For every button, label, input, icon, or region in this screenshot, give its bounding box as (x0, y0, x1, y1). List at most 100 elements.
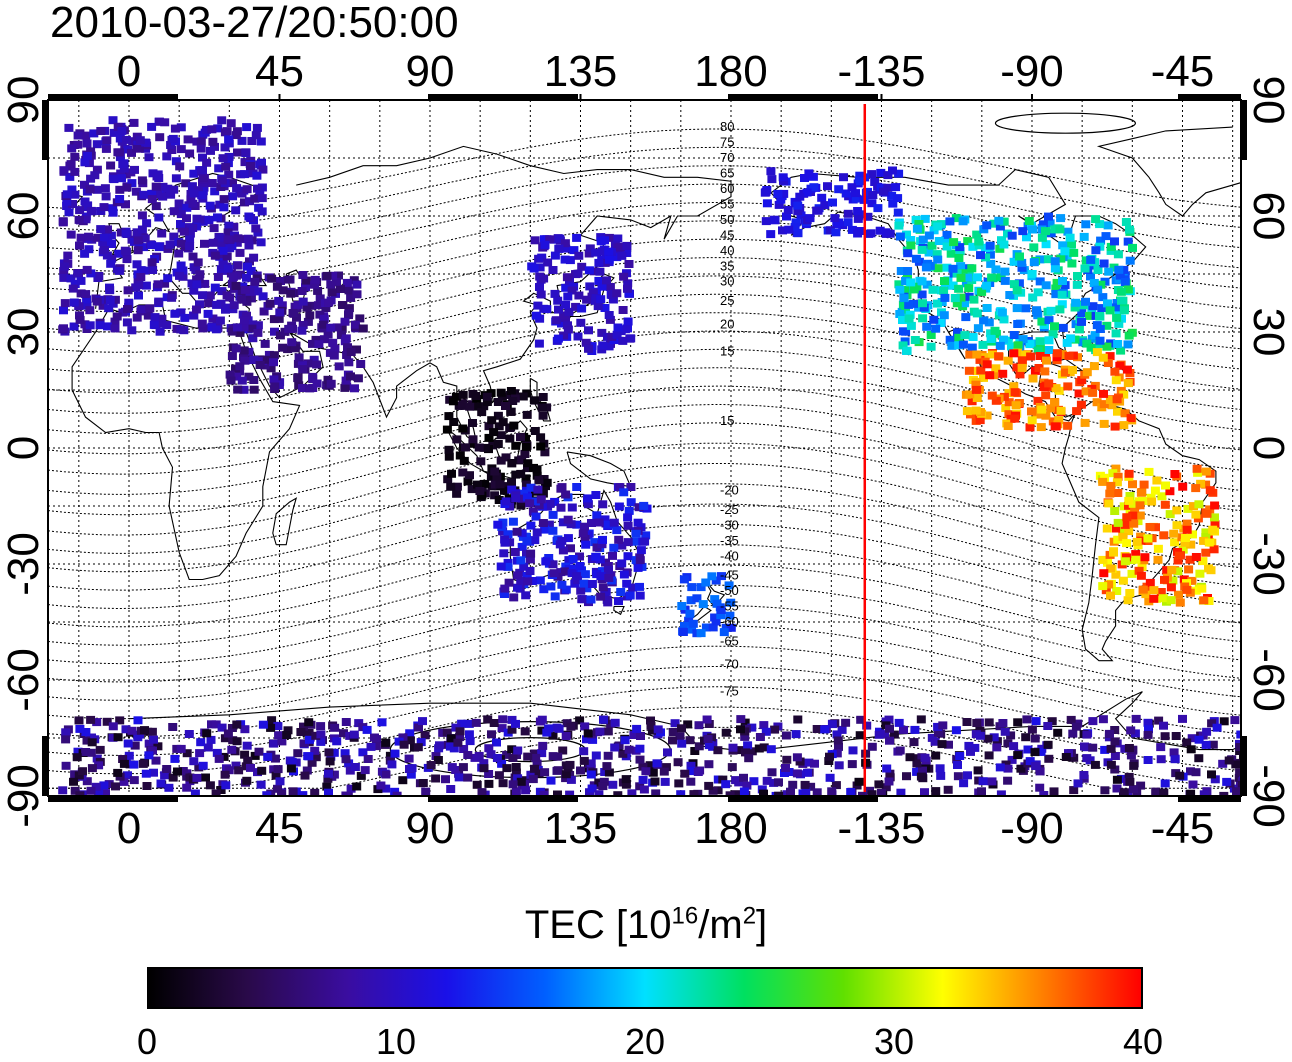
tec-cell (1201, 740, 1211, 749)
tec-cell (1132, 537, 1142, 546)
tec-cell (711, 576, 721, 585)
tec-cell (701, 623, 711, 632)
tec-cell (96, 225, 106, 234)
tec-cell (593, 302, 603, 311)
tec-cell (1046, 404, 1056, 413)
tec-cell (1000, 267, 1010, 276)
tec-cell (1111, 329, 1121, 338)
tec-cell (516, 556, 526, 565)
contour-label: -60 (720, 614, 739, 629)
tec-cell (725, 611, 735, 620)
tec-cell (1012, 286, 1022, 295)
tec-cell (1144, 467, 1154, 476)
tec-cell (158, 192, 168, 201)
tec-cell (169, 185, 179, 194)
tec-cell (1098, 715, 1108, 724)
tec-cell (537, 715, 547, 724)
tec-cell (1110, 422, 1120, 431)
tec-cell (187, 182, 197, 191)
tec-cell (70, 280, 80, 288)
tec-cell (759, 721, 769, 730)
tec-cell (406, 770, 416, 779)
tec-cell (1057, 290, 1067, 299)
tec-cell (679, 575, 689, 584)
tec-cell (1071, 298, 1081, 307)
tec-cell (442, 728, 452, 737)
tec-cell (438, 728, 448, 737)
tec-cell (928, 285, 938, 294)
tec-cell (1113, 340, 1123, 348)
tec-cell (749, 777, 759, 786)
tec-cell (964, 292, 974, 301)
tec-cell (545, 499, 555, 508)
tec-cell (573, 269, 583, 278)
tec-cell (687, 583, 697, 592)
tec-cell (197, 191, 207, 200)
tec-cell (618, 336, 628, 345)
tec-cell (463, 477, 473, 486)
tec-cell (1143, 756, 1153, 764)
tec-cell (235, 328, 245, 337)
tec-cell (117, 174, 126, 183)
tec-cell (788, 780, 798, 789)
tec-cell (1208, 525, 1218, 534)
tec-cell (62, 197, 72, 206)
tec-cell (1009, 349, 1019, 358)
tec-cell (185, 235, 195, 243)
tec-cell (1040, 367, 1050, 376)
tec-cell (1111, 464, 1121, 473)
tec-cell (1191, 553, 1201, 561)
tec-cell (341, 718, 351, 726)
tec-cell (1207, 719, 1217, 728)
tec-cell (582, 735, 591, 744)
tec-cell (264, 350, 274, 359)
tec-cell (689, 790, 699, 796)
tec-cell (1156, 588, 1166, 596)
contour-label: -25 (720, 502, 739, 517)
tec-cell (591, 294, 601, 303)
tec-cell (267, 716, 277, 725)
tec-cell (554, 724, 564, 733)
tec-cell (1044, 336, 1054, 345)
tec-cell (153, 742, 163, 751)
tec-cell (1098, 293, 1108, 302)
tec-cell (1037, 405, 1047, 414)
tec-cell (598, 341, 608, 350)
tec-cell (761, 217, 771, 226)
tec-cell (598, 583, 608, 592)
tec-cell (1119, 788, 1129, 796)
tec-cell (149, 320, 159, 329)
tec-cell (741, 748, 750, 757)
tec-cell (626, 334, 636, 343)
tec-cell (530, 497, 540, 506)
tec-cell (635, 782, 645, 791)
tec-cell (677, 739, 687, 748)
tec-cell (939, 286, 949, 295)
tec-cell (595, 727, 605, 736)
tec-cell (1033, 346, 1043, 355)
tec-cell (535, 576, 545, 585)
tec-cell (242, 776, 252, 785)
tec-cell (544, 724, 554, 733)
tec-cell (980, 243, 990, 252)
tec-cell (1107, 401, 1117, 410)
tec-cell (144, 751, 154, 760)
tec-cell (269, 315, 279, 324)
tec-cell (926, 342, 936, 351)
tec-cell (598, 567, 607, 576)
lon-label-bottom: 135 (544, 804, 617, 853)
tec-cell (598, 782, 608, 791)
tec-cell (1235, 768, 1241, 777)
tec-cell (511, 470, 521, 479)
tec-cell (1044, 754, 1054, 763)
tec-cell (922, 280, 932, 289)
tec-cell (1064, 351, 1074, 360)
tec-cell (1124, 331, 1134, 340)
tec-cell (210, 251, 220, 260)
tec-cell (973, 324, 983, 333)
tec-cell (834, 761, 844, 770)
tec-cell (1067, 259, 1077, 268)
tec-cell (205, 291, 215, 300)
tec-cell (195, 300, 204, 309)
